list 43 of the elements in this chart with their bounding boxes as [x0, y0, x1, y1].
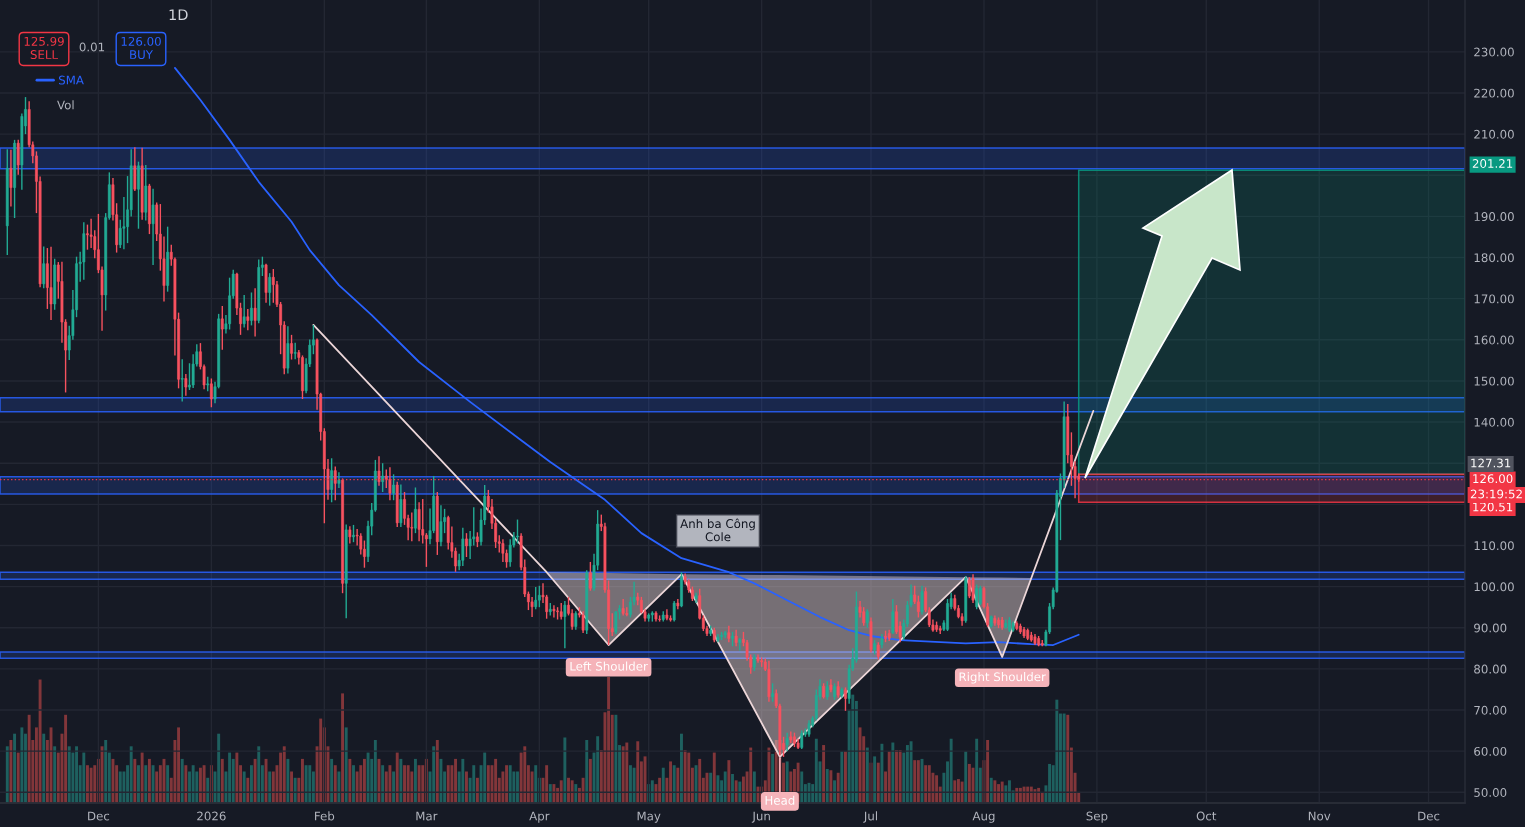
y-tick-label: 180.00	[1474, 253, 1514, 263]
band-label: 201.21	[1472, 159, 1513, 168]
annotation: Anh ba Công Cole	[680, 518, 755, 542]
x-tick-label: Dec	[88, 811, 110, 821]
y-tick-label: 140.00	[1474, 417, 1514, 427]
chart-title: Vol	[57, 100, 74, 110]
x-tick-label: Oct	[1196, 811, 1217, 821]
annotation: 0.01	[79, 42, 105, 52]
annotation: Right Shoulder	[959, 672, 1046, 684]
x-tick-label: Aug	[972, 811, 995, 823]
text: 23:19:52	[1470, 489, 1522, 499]
annotation: 126.00 BUY	[121, 36, 161, 60]
y-tick-label: 60.00	[1474, 746, 1507, 756]
annotation: Head	[765, 795, 795, 805]
y-tick-label: 220.00	[1474, 88, 1514, 98]
y-tick-label: 70.00	[1474, 705, 1507, 715]
annotation: 125.99 SELL	[24, 36, 64, 60]
y-tick-label: 80.00	[1474, 664, 1507, 674]
x-tick-label: Sep	[1086, 811, 1108, 823]
y-tick-label: 170.00	[1474, 294, 1514, 304]
annotation: Left Shoulder	[570, 661, 648, 671]
ref-line-label: 126.00	[1473, 474, 1513, 484]
x-tick-label: Mar	[416, 811, 438, 821]
text: 127.31	[1471, 458, 1511, 468]
x-tick-label: 2026	[197, 811, 226, 821]
text: 1D	[169, 9, 188, 21]
x-tick-label: Apr	[529, 811, 550, 823]
y-tick-label: 160.00	[1474, 335, 1514, 345]
x-tick-label: Jul	[863, 811, 877, 823]
y-tick-label: 210.00	[1474, 129, 1514, 139]
y-tick-label: 100.00	[1474, 582, 1514, 592]
y-tick-label: 50.00	[1474, 788, 1507, 797]
x-tick-label: May	[637, 811, 661, 823]
x-tick-label: Dec	[1418, 811, 1440, 821]
y-tick-label: 110.00	[1474, 541, 1514, 551]
y-tick-label: 190.00	[1474, 212, 1514, 222]
x-tick-label: Feb	[315, 811, 335, 821]
text: SMA	[58, 75, 84, 85]
y-tick-label: 230.00	[1474, 47, 1514, 57]
x-tick-label: Jun	[751, 811, 770, 823]
y-tick-label: 150.00	[1474, 376, 1514, 386]
y-tick-label: 90.00	[1474, 623, 1507, 633]
x-tick-label: Nov	[1308, 811, 1331, 821]
